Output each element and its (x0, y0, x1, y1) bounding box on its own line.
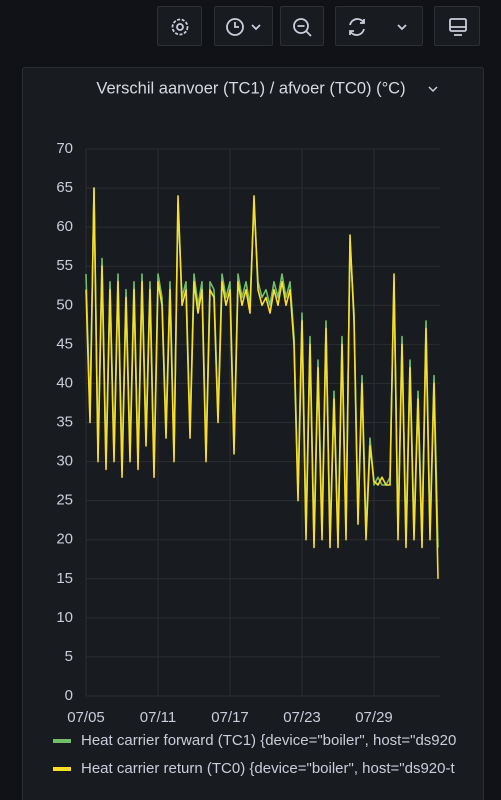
y-tick-label: 55 (56, 257, 73, 274)
refresh-icon (349, 18, 407, 36)
y-tick-label: 50 (56, 296, 73, 313)
x-tick-label: 07/29 (355, 709, 393, 726)
y-tick-label: 5 (65, 648, 73, 665)
series-line (85, 187, 439, 548)
y-tick-label: 70 (56, 140, 73, 157)
legend-label[interactable]: Heat carrier return (TC0) {device="boile… (81, 760, 455, 777)
clock-icon (226, 18, 261, 36)
y-tick-label: 40 (56, 374, 73, 391)
x-tick-label: 07/11 (140, 709, 176, 726)
y-tick-label: 35 (56, 413, 73, 430)
y-tick-label: 30 (56, 453, 73, 470)
y-tick-label: 20 (56, 531, 73, 548)
y-tick-label: 65 (56, 179, 73, 196)
refresh-button[interactable] (335, 6, 423, 46)
legend-label[interactable]: Heat carrier forward (TC1) {device="boil… (81, 732, 456, 749)
chart: Verschil aanvoer (TC1) / afvoer (TC0) (°… (53, 79, 456, 777)
x-tick-label: 07/05 (67, 709, 105, 726)
time-picker-button[interactable] (214, 6, 273, 46)
x-tick-label: 07/17 (211, 709, 249, 726)
title-menu-chevron[interactable] (428, 86, 438, 93)
chart-title[interactable]: Verschil aanvoer (TC1) / afvoer (TC0) (°… (96, 79, 405, 97)
view-mode-button[interactable] (434, 6, 480, 46)
y-tick-label: 45 (56, 335, 73, 352)
zoom-out-icon (293, 18, 312, 37)
y-tick-label: 15 (56, 570, 73, 587)
x-tick-label: 07/23 (283, 709, 321, 726)
settings-button[interactable] (157, 6, 202, 46)
panel: Verschil aanvoer (TC1) / afvoer (TC0) (°… (22, 67, 484, 800)
zoom-out-button[interactable] (280, 6, 324, 46)
y-tick-label: 0 (65, 687, 73, 704)
gear-icon (171, 18, 189, 36)
y-tick-label: 25 (56, 492, 73, 509)
series-line (85, 187, 439, 579)
y-tick-label: 10 (56, 609, 73, 626)
monitor-icon (449, 18, 467, 36)
y-tick-label: 60 (56, 218, 73, 235)
